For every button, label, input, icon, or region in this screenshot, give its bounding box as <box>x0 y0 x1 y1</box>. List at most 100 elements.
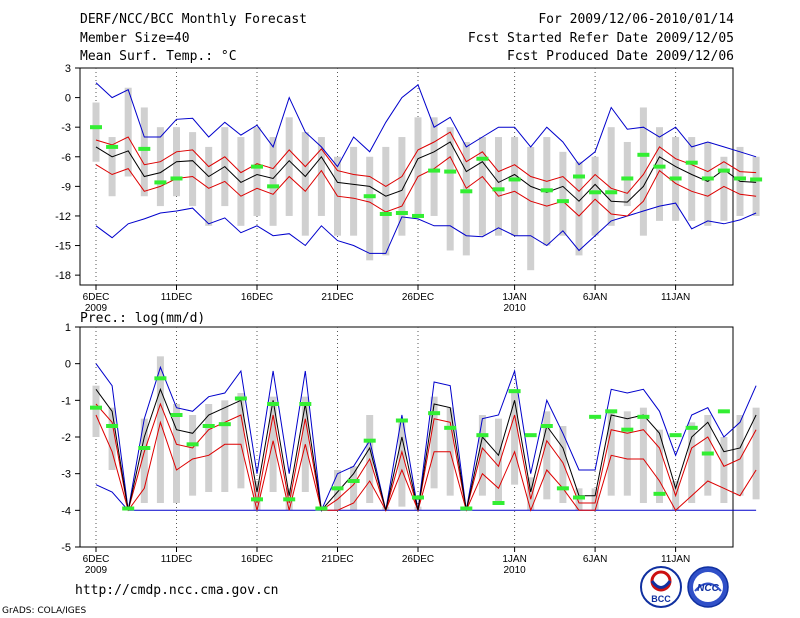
p1-x-tick-label-3: 21DEC <box>321 292 353 303</box>
p1-spread-box-16 <box>350 146 358 236</box>
p2-obs-marker-3 <box>138 446 151 450</box>
p1-spread-box-41 <box>752 156 760 216</box>
p2-x-tick-label-1: 11DEC <box>161 554 193 565</box>
p1-min-line <box>95 202 757 254</box>
p1-spread-box-3 <box>140 107 148 197</box>
p1-spread-box-35 <box>656 127 663 221</box>
p2-y-tick-label-3: -2 <box>61 432 71 444</box>
p1-obs-marker-24 <box>476 156 489 161</box>
p2-x-tick-label-4: 26DEC <box>402 554 434 565</box>
p2-obs-marker-29 <box>556 486 569 491</box>
p1-y-tick-label-7: -18 <box>55 270 71 282</box>
p1-lower-line <box>95 156 757 217</box>
p2-obs-marker-28 <box>540 424 553 428</box>
p1-x-year-label-0: 2009 <box>85 303 108 314</box>
p2-spread-box-5 <box>173 404 180 503</box>
p1-obs-marker-31 <box>589 190 602 195</box>
p2-obs-marker-20 <box>412 495 424 500</box>
p1-x-tick-label-2: 16DEC <box>241 292 273 303</box>
p1-obs-marker-17 <box>363 194 376 199</box>
p2-obs-marker-39 <box>717 409 730 414</box>
p1-spread-box-14 <box>317 137 325 216</box>
p2-spread-box-29 <box>559 426 567 503</box>
p1-x-tick-label-1: 11DEC <box>161 292 193 303</box>
p2-min-line <box>95 484 757 511</box>
p1-x-tick-label-5: 1JAN <box>502 292 526 303</box>
bcc-logo-text: BCC <box>651 594 671 604</box>
p1-obs-marker-22 <box>444 169 457 174</box>
p1-obs-marker-39 <box>717 168 730 173</box>
p1-spread-box-9 <box>237 137 245 226</box>
p2-x-year-label-5: 2010 <box>503 565 526 576</box>
p1-y-tick-label-6: -15 <box>55 241 71 253</box>
p2-obs-marker-15 <box>331 486 344 491</box>
p2-x-tick-label-5: 1JAN <box>502 554 526 565</box>
forecast-period: For 2009/12/06-2010/01/14 <box>538 12 734 27</box>
p2-x-tick-label-0: 6DEC <box>83 554 110 565</box>
p2-obs-marker-0 <box>90 405 102 410</box>
p1-max-line <box>95 82 757 168</box>
p1-obs-marker-33 <box>621 176 634 181</box>
p1-mean-line <box>95 141 757 203</box>
p2-obs-marker-14 <box>315 506 328 511</box>
p1-x-tick-label-6: 6JAN <box>583 292 607 303</box>
p1-obs-marker-37 <box>685 160 698 165</box>
p1-spread-box-31 <box>591 156 599 236</box>
p1-obs-marker-21 <box>428 168 441 173</box>
p2-x-tick-label-2: 16DEC <box>241 554 273 565</box>
p1-spread-box-0 <box>92 102 100 162</box>
p1-obs-marker-38 <box>701 176 714 181</box>
p2-x-tick-label-6: 6JAN <box>583 554 607 565</box>
p1-obs-marker-30 <box>573 174 585 179</box>
p1-spread-box-32 <box>607 127 615 226</box>
p2-obs-marker-23 <box>460 506 473 511</box>
p1-obs-marker-10 <box>251 164 263 169</box>
p2-spread-box-25 <box>495 418 502 503</box>
p2-obs-marker-31 <box>589 414 602 419</box>
p2-y-tick-label-6: -5 <box>61 542 71 554</box>
p2-obs-marker-10 <box>251 497 263 502</box>
p1-y-tick-label-4: -9 <box>61 181 71 193</box>
p1-x-tick-label-7: 11JAN <box>661 292 690 303</box>
source-url[interactable]: http://cmdp.ncc.cma.gov.cn <box>75 583 279 598</box>
p1-spread-box-20 <box>414 117 422 216</box>
p2-y-tick-label-0: 1 <box>65 322 71 334</box>
p2-obs-marker-2 <box>122 506 135 511</box>
p1-obs-marker-18 <box>379 211 392 216</box>
p2-obs-marker-13 <box>299 402 312 406</box>
p1-spread-box-10 <box>253 127 261 216</box>
p2-spread-box-34 <box>639 407 647 503</box>
p1-obs-marker-26 <box>508 177 521 182</box>
p2-obs-marker-7 <box>202 424 215 428</box>
p1-spread-box-39 <box>720 156 728 221</box>
p2-spread-box-39 <box>720 437 728 503</box>
p2-spread-box-37 <box>688 422 696 503</box>
p2-obs-marker-19 <box>395 418 408 423</box>
fcst-produced-date: Fcst Produced Date 2009/12/06 <box>507 49 734 64</box>
p2-spread-box-16 <box>350 466 358 511</box>
chart-title: DERF/NCC/BCC Monthly Forecast <box>80 12 307 27</box>
p2-spread-box-40 <box>736 415 744 496</box>
p2-obs-marker-5 <box>170 413 183 417</box>
p1-spread-box-13 <box>301 132 309 236</box>
p1-y-tick-label-2: -3 <box>61 122 71 134</box>
p1-y-tick-label-5: -12 <box>55 211 71 223</box>
p2-spread-box-19 <box>398 422 406 507</box>
p1-obs-marker-35 <box>653 164 666 169</box>
p2-y-tick-label-5: -4 <box>61 505 71 517</box>
p2-spread-box-41 <box>752 407 760 500</box>
p2-spread-box-1 <box>108 407 116 470</box>
p2-spread-box-9 <box>237 393 245 489</box>
p1-spread-box-33 <box>623 141 631 207</box>
p2-obs-marker-26 <box>508 389 521 394</box>
p1-spread-box-24 <box>478 137 486 236</box>
p1-obs-marker-28 <box>540 188 553 193</box>
p1-x-year-label-5: 2010 <box>503 303 526 314</box>
p1-obs-marker-40 <box>734 176 746 181</box>
p2-y-tick-label-2: -1 <box>61 395 71 407</box>
p2-spread-box-10 <box>253 481 261 511</box>
p2-obs-marker-33 <box>621 427 634 432</box>
p1-spread-box-34 <box>639 107 647 236</box>
p2-spread-box-24 <box>478 415 486 496</box>
